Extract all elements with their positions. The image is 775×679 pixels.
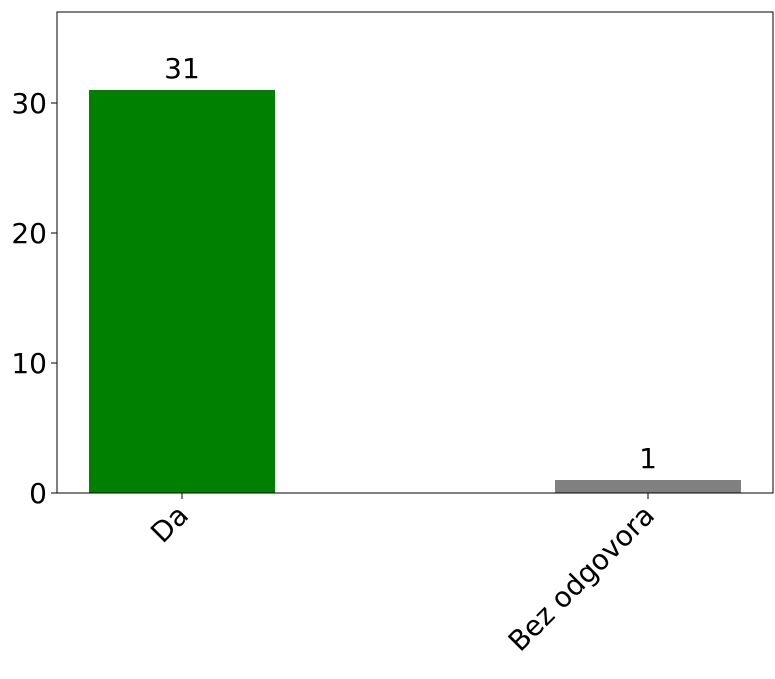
y-tick-label-20: 20 [11, 217, 47, 250]
bar-2 [555, 480, 741, 493]
data-label-2: 1 [639, 442, 657, 475]
y-tick-label-10: 10 [11, 347, 47, 380]
x-tick-label-2: Bez odgovora [502, 499, 661, 658]
y-tick-label-30: 30 [11, 87, 47, 120]
bar-1 [89, 90, 275, 493]
x-tick-label-1: Da [144, 499, 195, 550]
axes-frame [56, 11, 774, 494]
y-tick-label-0: 0 [29, 477, 47, 510]
data-label-1: 31 [164, 52, 200, 85]
